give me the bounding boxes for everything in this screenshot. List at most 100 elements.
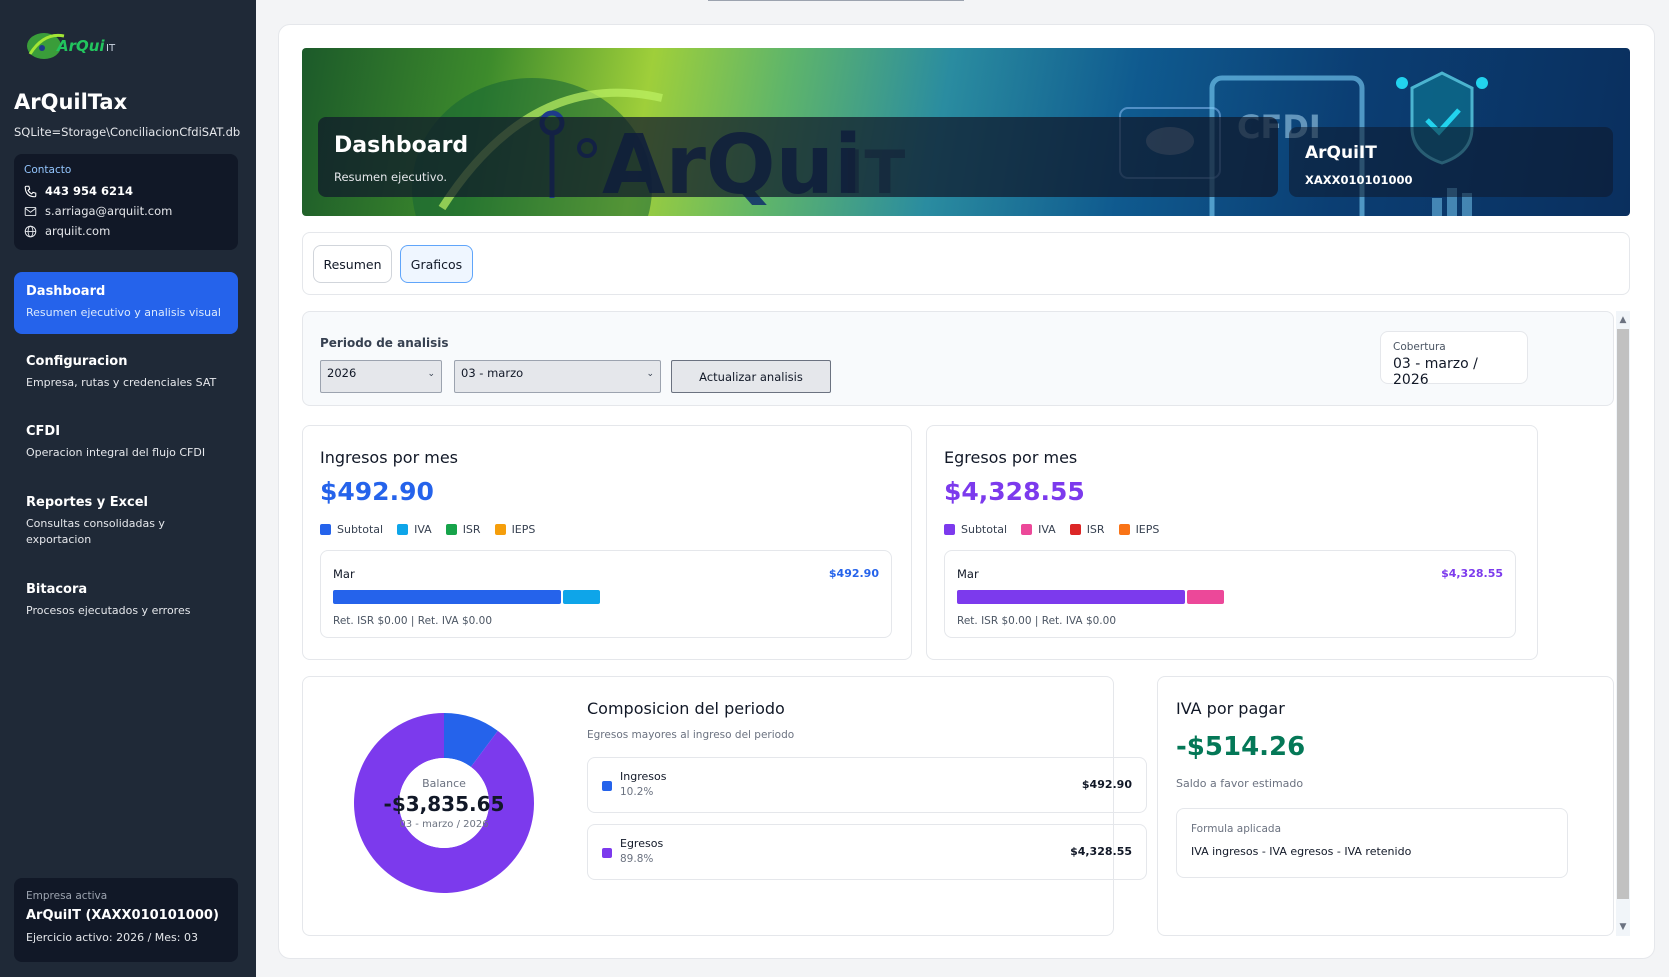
hero-company-box: ArQuiIT XAXX010101000 <box>1289 127 1613 197</box>
balance-value: -$3,835.65 <box>383 791 505 816</box>
tabs-bar: Resumen Graficos <box>302 232 1630 295</box>
bar-segment-iva <box>1187 590 1224 604</box>
bar-month-value: $492.90 <box>828 567 879 580</box>
year-select[interactable]: 2026 ⌄ <box>320 360 442 393</box>
row-name: Ingresos <box>620 770 667 783</box>
legend-swatch <box>1021 524 1033 535</box>
egresos-card: Egresos por mes $4,328.55 Subtotal IVA I… <box>926 425 1538 660</box>
legend-item: IEPS <box>1118 523 1160 536</box>
page-title: Dashboard <box>334 133 469 158</box>
contact-email[interactable]: s.arriaga@arquiit.com <box>24 201 228 221</box>
active-company-card: Empresa activa ArQuiIT (XAXX010101000) E… <box>14 878 238 962</box>
sidebar-item-title: CFDI <box>26 424 61 439</box>
sidebar-item-configuracion[interactable]: Configuracion Empresa, rutas y credencia… <box>14 342 238 403</box>
composition-row-egresos: Egresos 89.8% $4,328.55 <box>587 824 1147 880</box>
row-value: $4,328.55 <box>1070 845 1132 858</box>
mail-icon <box>24 206 37 216</box>
sidebar-item-reportes[interactable]: Reportes y Excel Consultas consolidadas … <box>14 483 238 560</box>
email-text: s.arriaga@arquiit.com <box>45 204 173 218</box>
egresos-month-row: Mar $4,328.55 Ret. ISR $0.00 | Ret. IVA … <box>944 550 1516 638</box>
formula-box: Formula aplicada IVA ingresos - IVA egre… <box>1176 808 1568 878</box>
balance-period: 03 - marzo / 2026 <box>399 818 489 830</box>
year-select-value: 2026 <box>327 366 357 380</box>
legend-item: ISR <box>445 523 481 536</box>
period-label: Periodo de analisis <box>320 336 449 350</box>
formula-text: IVA ingresos - IVA egresos - IVA retenid… <box>1191 845 1412 858</box>
db-path: SQLite=Storage\ConciliacionCfdiSAT.db <box>14 125 241 139</box>
tab-graficos[interactable]: Graficos <box>400 245 473 283</box>
legend-swatch <box>944 524 955 535</box>
sidebar-item-cfdi[interactable]: CFDI Operacion integral del flujo CFDI <box>14 412 238 473</box>
hero-company-name: ArQuiIT <box>1305 143 1377 163</box>
iva-value: -$514.26 <box>1176 732 1306 762</box>
legend-swatch <box>1118 524 1130 535</box>
scroll-down-icon[interactable]: ▼ <box>1619 922 1627 932</box>
sidebar-item-dashboard[interactable]: Dashboard Resumen ejecutivo y analisis v… <box>14 272 238 334</box>
legend-item: Subtotal <box>944 523 1007 536</box>
update-analysis-button[interactable]: Actualizar analisis <box>671 360 831 393</box>
legend-item: IVA <box>1021 523 1056 536</box>
ingresos-total: $492.90 <box>320 477 434 506</box>
content-scrollbar[interactable]: ▲ ▼ <box>1616 311 1630 936</box>
composicion-subtitle: Egresos mayores al ingreso del periodo <box>587 729 795 741</box>
egresos-bar-track <box>957 590 1226 604</box>
page-subtitle: Resumen ejecutivo. <box>334 170 448 184</box>
period-card: Periodo de analisis 2026 ⌄ 03 - marzo ⌄ … <box>302 311 1614 406</box>
iva-title: IVA por pagar <box>1176 699 1285 718</box>
hero-company-rfc: XAXX010101000 <box>1305 173 1413 187</box>
sidebar-item-title: Dashboard <box>26 284 106 299</box>
sidebar-item-bitacora[interactable]: Bitacora Procesos ejecutados y errores <box>14 570 238 631</box>
scrollbar-thumb[interactable] <box>1617 329 1629 899</box>
sidebar-item-sub: Operacion integral del flujo CFDI <box>26 446 206 459</box>
sidebar-item-sub: Empresa, rutas y credenciales SAT <box>26 376 217 389</box>
app-title: ArQuilTax <box>14 90 128 114</box>
contact-phone[interactable]: 443 954 6214 <box>24 181 228 201</box>
tab-resumen[interactable]: Resumen <box>313 245 392 283</box>
globe-icon <box>24 225 37 237</box>
sidebar-item-title: Reportes y Excel <box>26 495 149 510</box>
arquiit-logo: ArQui IT <box>27 33 116 59</box>
legend-swatch <box>397 524 409 535</box>
legend-item: IEPS <box>494 523 536 536</box>
company-label: Empresa activa <box>26 890 108 902</box>
legend-label: IEPS <box>511 523 536 536</box>
donut-center: Balance -$3,835.65 03 - marzo / 2026 <box>353 712 535 894</box>
bar-segment-subtotal <box>957 590 1186 604</box>
legend-swatch <box>494 524 506 535</box>
hero-banner: ArQui IT CFDI Dashboard Resumen ejecutiv… <box>302 48 1630 216</box>
composicion-title: Composicion del periodo <box>587 699 785 718</box>
legend-label: IEPS <box>1135 523 1160 536</box>
svg-text:ArQui: ArQui <box>56 37 105 55</box>
scroll-up-icon[interactable]: ▲ <box>1619 315 1627 325</box>
bar-retentions: Ret. ISR $0.00 | Ret. IVA $0.00 <box>333 615 493 627</box>
sidebar: ArQui IT ArQuilTax SQLite=Storage\Concil… <box>0 0 256 977</box>
bar-segment-iva <box>563 590 600 604</box>
sidebar-item-title: Bitacora <box>26 582 88 597</box>
chevron-down-icon: ⌄ <box>646 369 654 379</box>
composition-row-ingresos: Ingresos 10.2% $492.90 <box>587 757 1147 813</box>
row-swatch <box>602 781 612 791</box>
legend-label: Subtotal <box>961 523 1008 536</box>
row-name: Egresos <box>620 837 664 850</box>
legend-label: IVA <box>1038 523 1056 536</box>
contact-website[interactable]: arquiit.com <box>24 221 228 241</box>
ingresos-title: Ingresos por mes <box>320 448 459 467</box>
row-value: $492.90 <box>1081 778 1132 791</box>
coverage-label: Cobertura <box>1393 341 1446 353</box>
row-percent: 10.2% <box>620 786 654 798</box>
hero-title-box: Dashboard Resumen ejecutivo. <box>318 117 1278 197</box>
bar-segment-subtotal <box>333 590 562 604</box>
month-select[interactable]: 03 - marzo ⌄ <box>454 360 661 393</box>
legend-label: ISR <box>1086 523 1105 536</box>
donut-slice-egresos <box>354 713 534 893</box>
legend-swatch <box>320 524 331 535</box>
egresos-title: Egresos por mes <box>944 448 1078 467</box>
legend-label: ISR <box>462 523 481 536</box>
top-divider <box>708 0 964 1</box>
ingresos-month-row: Mar $492.90 Ret. ISR $0.00 | Ret. IVA $0… <box>320 550 892 638</box>
egresos-total: $4,328.55 <box>944 477 1085 506</box>
donut-hole <box>399 758 489 848</box>
company-ejercicio: Ejercicio activo: 2026 / Mes: 03 <box>26 931 198 944</box>
dashboard-content: Periodo de analisis 2026 ⌄ 03 - marzo ⌄ … <box>302 311 1614 936</box>
sidebar-item-sub: Procesos ejecutados y errores <box>26 604 191 617</box>
